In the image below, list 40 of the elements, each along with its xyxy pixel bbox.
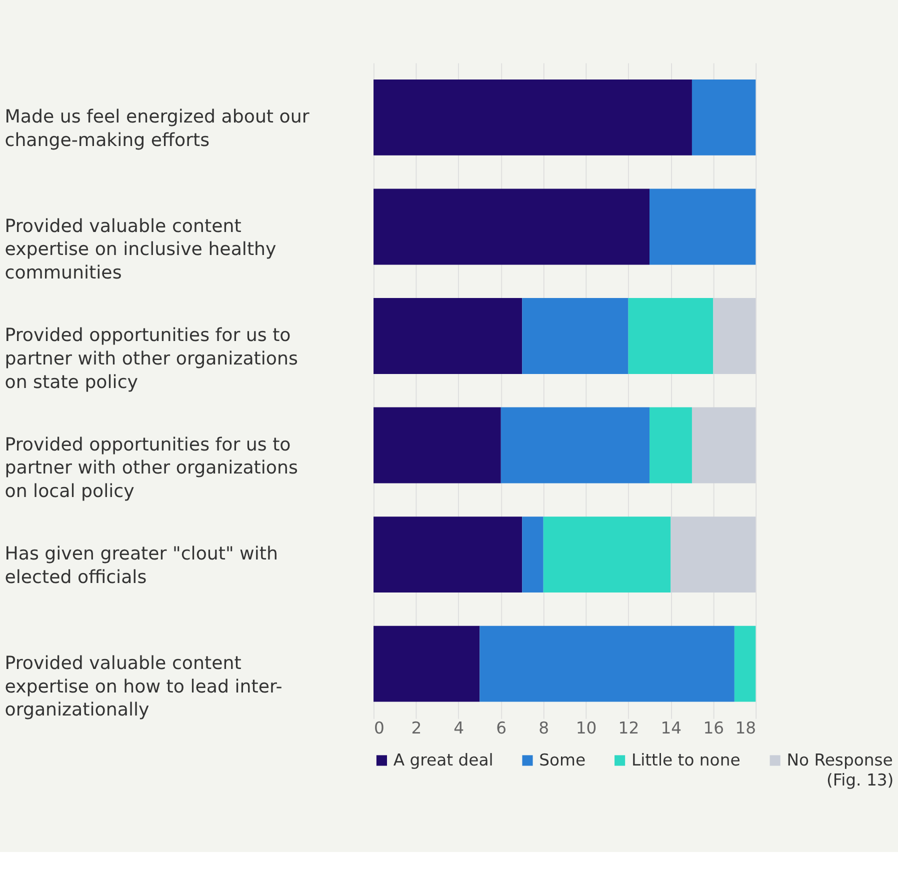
legend-label: A great deal (393, 750, 494, 770)
x-tick-label: 4 (454, 718, 464, 738)
y-tick-label: Provided opportunities for us to partner with other organizations on local policy (4, 434, 298, 502)
x-tick-label: 8 (538, 718, 550, 738)
x-tick-label: 2 (411, 718, 422, 738)
y-tick-label: Provided valuable content expertise on how to lead inter-organizationally (4, 652, 282, 721)
bar (374, 626, 480, 702)
bar (543, 516, 671, 592)
bar (628, 298, 714, 374)
bar (480, 626, 734, 702)
bar (713, 298, 756, 374)
bar (522, 298, 628, 374)
y-tick-label: Provided valuable content expertise on inclusive healthy communities (4, 216, 277, 284)
bar (692, 80, 756, 156)
x-tick-label: 6 (496, 718, 507, 738)
bar (374, 407, 501, 484)
bar (374, 188, 650, 265)
bar (374, 516, 522, 592)
bar (734, 626, 756, 702)
y-tick-label: Made us feel energized about our change-making efforts (4, 106, 310, 151)
bar (650, 188, 756, 265)
y-tick-label: Has given greater "clout" with elected officials (4, 544, 278, 588)
bar (500, 407, 650, 484)
y-tick-label: Provided opportunities for us to partner with other organizations on state policy (4, 325, 298, 393)
x-tick-label: 16 (703, 718, 724, 738)
x-tick-label: 12 (618, 718, 640, 738)
bar (692, 407, 756, 484)
bar (670, 516, 756, 592)
x-tick-label: 0 (374, 718, 384, 738)
x-tick-label: 18 (735, 718, 756, 738)
bar (374, 298, 522, 374)
x-tick-label: 14 (660, 718, 682, 738)
text: (Fig. 13) (826, 770, 894, 790)
legend-label: Little to none (631, 750, 740, 770)
bar (374, 80, 692, 156)
bar (522, 516, 544, 592)
x-tick-label: 10 (576, 718, 597, 738)
legend-label: No Response (786, 750, 893, 770)
bar (650, 407, 692, 484)
legend-label: Some (539, 750, 586, 770)
